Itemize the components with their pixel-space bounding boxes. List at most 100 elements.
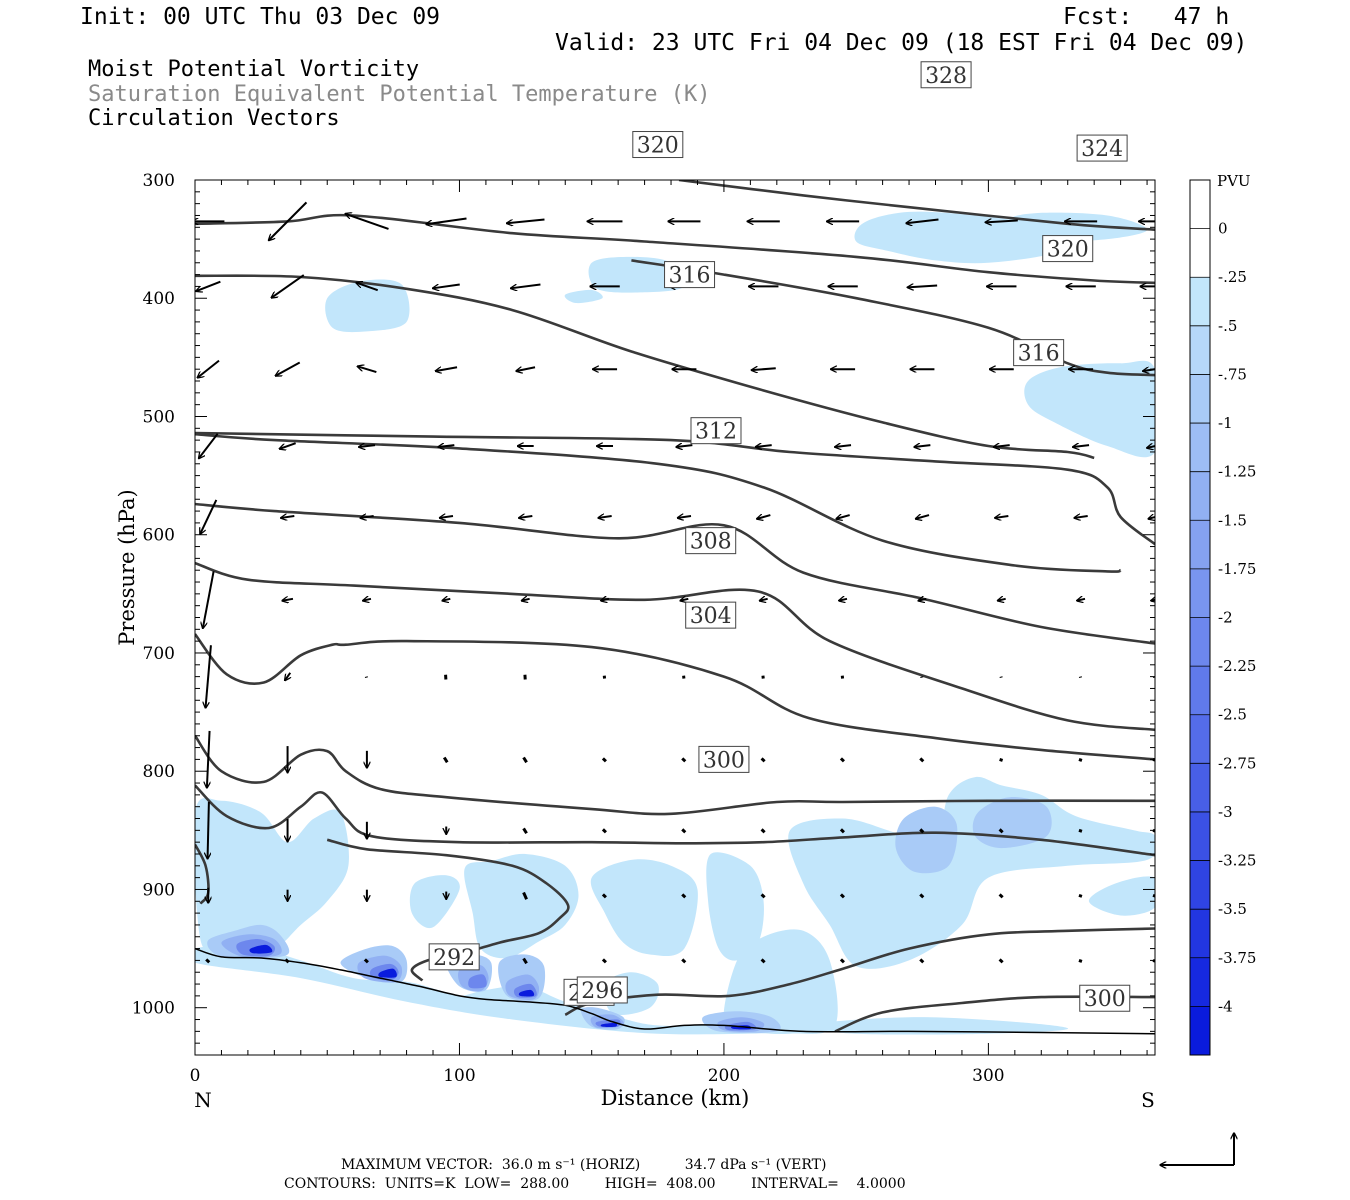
circulation-vector bbox=[196, 280, 221, 292]
pv-region-6 bbox=[788, 776, 1155, 969]
circulation-vector bbox=[197, 359, 220, 378]
theta-contour-292 bbox=[195, 843, 210, 905]
valid-time: Valid: 23 UTC Fri 04 Dec 09 (18 EST Fri … bbox=[555, 30, 1248, 56]
pv-region-1 bbox=[409, 875, 460, 929]
circulation-vector bbox=[680, 599, 689, 601]
colorbar-label: -3 bbox=[1218, 803, 1233, 821]
circulation-vector bbox=[601, 893, 607, 899]
colorbar-label: 0 bbox=[1218, 220, 1228, 238]
contour-label-box bbox=[698, 745, 750, 773]
circulation-vector bbox=[438, 445, 455, 447]
pv-region-8 bbox=[195, 945, 805, 1035]
colorbar-title: PVU bbox=[1217, 172, 1251, 190]
colorbar-swatch bbox=[1190, 909, 1210, 959]
circulation-vector bbox=[681, 893, 687, 899]
contour-label: 312 bbox=[695, 420, 737, 445]
circulation-vector bbox=[914, 445, 931, 447]
circulation-vector bbox=[836, 515, 850, 519]
circulation-vector bbox=[907, 285, 938, 287]
circulation-vector bbox=[919, 893, 925, 899]
circulation-vector bbox=[760, 893, 766, 899]
theta-contour-296 bbox=[195, 784, 1155, 857]
colorbar-label: -1 bbox=[1218, 414, 1233, 432]
theta-contour-308 bbox=[195, 561, 1155, 732]
max-vector-note: MAXIMUM VECTOR: 36.0 m s⁻¹ (HORIZ) 34.7 … bbox=[341, 1157, 827, 1173]
pv-region-23 bbox=[895, 806, 958, 874]
pv-region-40 bbox=[600, 1023, 618, 1027]
terrain-line bbox=[195, 947, 1155, 1035]
field-title-pv: Moist Potential Vorticity bbox=[88, 57, 420, 82]
circulation-vector bbox=[203, 571, 215, 628]
contour-label: 320 bbox=[1047, 238, 1089, 263]
contour-label: 300 bbox=[703, 748, 745, 773]
contour-label: 292 bbox=[433, 946, 475, 971]
circulation-vector bbox=[435, 366, 458, 371]
colorbar-swatch bbox=[1190, 277, 1210, 327]
circulation-vector bbox=[760, 958, 766, 964]
circulation-vector bbox=[516, 366, 536, 371]
circulation-vector bbox=[760, 599, 768, 601]
colorbar-label: -1.75 bbox=[1218, 560, 1256, 578]
colorbar-swatch bbox=[1190, 374, 1210, 424]
contour-label: 316 bbox=[1018, 342, 1060, 367]
colorbar-label: -2.5 bbox=[1218, 706, 1247, 724]
circulation-vector bbox=[200, 499, 218, 534]
circulation-vector bbox=[442, 756, 449, 764]
circulation-vector bbox=[357, 366, 377, 373]
circulation-vector bbox=[985, 220, 1018, 222]
contour-label-box bbox=[1013, 339, 1065, 367]
colorbar-swatch bbox=[1190, 811, 1210, 862]
colorbar-label: -.5 bbox=[1218, 317, 1237, 335]
circulation-vector bbox=[281, 516, 295, 518]
colorbar-label: -.25 bbox=[1218, 268, 1247, 286]
circulation-vector bbox=[835, 445, 852, 447]
colorbar-swatch bbox=[1190, 1006, 1210, 1056]
circulation-vector bbox=[356, 283, 379, 292]
contour-label: 320 bbox=[637, 134, 679, 159]
circulation-vector bbox=[271, 274, 305, 298]
y-tick-label: 500 bbox=[143, 407, 175, 427]
x-tick-label: 200 bbox=[708, 1066, 740, 1086]
circulation-vector bbox=[363, 599, 372, 601]
north-label: N bbox=[194, 1088, 212, 1112]
circulation-vector bbox=[519, 516, 533, 518]
colorbar-label: -3.5 bbox=[1218, 900, 1247, 918]
theta-contour-292 bbox=[326, 838, 570, 982]
circulation-vector bbox=[285, 672, 290, 681]
pv-region-37 bbox=[249, 944, 273, 954]
circulation-vector bbox=[1151, 599, 1155, 601]
colorbar-swatch bbox=[1190, 957, 1210, 1007]
contour-label-box bbox=[685, 601, 737, 629]
colorbar-swatch bbox=[1190, 714, 1210, 764]
circulation-vector bbox=[433, 283, 460, 289]
circulation-vector bbox=[916, 515, 930, 519]
circulation-vector bbox=[999, 757, 1004, 762]
theta-contour-328 bbox=[678, 180, 1155, 231]
x-axis-label: Distance (km) bbox=[601, 1086, 750, 1110]
contour-label-box bbox=[428, 943, 480, 971]
contour-label-box bbox=[632, 131, 684, 159]
contour-label-box bbox=[685, 527, 737, 555]
circulation-vector bbox=[601, 958, 607, 964]
circulation-vector bbox=[906, 218, 939, 223]
circulation-vector bbox=[757, 515, 771, 519]
circulation-vector bbox=[839, 958, 845, 964]
circulation-vector bbox=[442, 599, 451, 601]
theta-contour-316 bbox=[195, 431, 1155, 546]
colorbar-swatch bbox=[1190, 860, 1210, 910]
theta-contour-300 bbox=[195, 734, 1155, 816]
pv-region-0 bbox=[195, 798, 349, 950]
circulation-vector bbox=[522, 827, 528, 835]
y-tick-label: 900 bbox=[143, 880, 175, 900]
circulation-vector bbox=[275, 361, 301, 376]
pv-region-33 bbox=[468, 974, 487, 989]
circulation-vector bbox=[199, 433, 219, 459]
circulation-vector bbox=[1148, 515, 1155, 519]
contour-label: 304 bbox=[690, 604, 732, 629]
circulation-vector bbox=[1078, 893, 1083, 898]
contour-label-box bbox=[690, 417, 742, 445]
colorbar-label: -.75 bbox=[1218, 365, 1247, 383]
colorbar-swatch bbox=[1190, 617, 1210, 667]
colorbar-swatch bbox=[1190, 763, 1210, 813]
circulation-vector bbox=[1143, 367, 1155, 371]
